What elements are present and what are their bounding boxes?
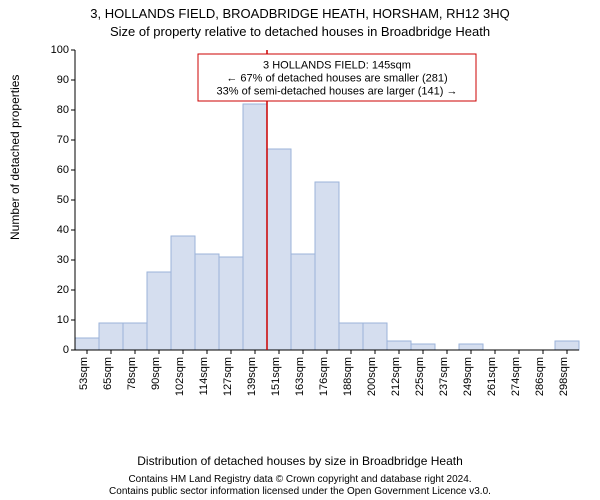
x-tick-label: 151sqm xyxy=(270,357,282,396)
bar xyxy=(195,254,219,350)
copyright-notice: Contains HM Land Registry data © Crown c… xyxy=(0,474,600,498)
x-tick-label: 90sqm xyxy=(150,357,162,390)
x-tick-label: 65sqm xyxy=(102,357,114,390)
x-tick-label: 212sqm xyxy=(390,357,402,396)
chart-title-line1: 3, HOLLANDS FIELD, BROADBRIDGE HEATH, HO… xyxy=(0,6,600,21)
histogram-chart: 0 10 20 30 40 50 60 70 80 90 100 53sqm 65sqm 78sqm 90… xyxy=(45,44,585,404)
bar xyxy=(339,323,363,350)
x-tick-label: 286sqm xyxy=(534,357,546,396)
y-tick-label: 60 xyxy=(57,164,69,176)
y-axis-label: Number of detached properties xyxy=(8,75,22,240)
bar xyxy=(411,344,435,350)
bar xyxy=(75,338,99,350)
x-tick-label: 200sqm xyxy=(366,357,378,396)
bar xyxy=(171,236,195,350)
bar xyxy=(459,344,483,350)
bar xyxy=(555,341,579,350)
x-tick-label: 127sqm xyxy=(222,357,234,396)
bar xyxy=(387,341,411,350)
annotation-line: 3 HOLLANDS FIELD: 145sqm xyxy=(263,59,411,71)
x-tick-label: 102sqm xyxy=(174,357,186,396)
y-tick-label: 100 xyxy=(51,44,69,56)
bar xyxy=(147,272,171,350)
x-tick-label: 298sqm xyxy=(558,357,570,396)
x-tick-label: 78sqm xyxy=(126,357,138,390)
annotation-line: 33% of semi-detached houses are larger (… xyxy=(217,85,458,97)
x-tick-label: 139sqm xyxy=(246,357,258,396)
bar xyxy=(291,254,315,350)
x-tick-label: 225sqm xyxy=(414,357,426,396)
copyright-line2: Contains public sector information licen… xyxy=(109,486,491,497)
y-tick-label: 70 xyxy=(57,134,69,146)
bar xyxy=(315,182,339,350)
y-tick-label: 80 xyxy=(57,104,69,116)
y-tick-label: 50 xyxy=(57,194,69,206)
y-tick-label: 10 xyxy=(57,314,69,326)
x-tick-label: 249sqm xyxy=(462,357,474,396)
x-tick-label: 176sqm xyxy=(318,357,330,396)
bar xyxy=(363,323,387,350)
bar xyxy=(123,323,147,350)
x-tick-label: 188sqm xyxy=(342,357,354,396)
bars-group xyxy=(75,104,579,350)
y-tick-label: 90 xyxy=(57,74,69,86)
annotation-box: 3 HOLLANDS FIELD: 145sqm← 67% of detache… xyxy=(198,54,476,101)
x-axis-label: Distribution of detached houses by size … xyxy=(0,454,600,468)
chart-title-line2: Size of property relative to detached ho… xyxy=(0,24,600,39)
bar xyxy=(219,257,243,350)
x-tick-label: 274sqm xyxy=(510,357,522,396)
y-tick-label: 30 xyxy=(57,254,69,266)
x-tick-label: 163sqm xyxy=(294,357,306,396)
annotation-line: ← 67% of detached houses are smaller (28… xyxy=(226,72,447,84)
y-tick-label: 20 xyxy=(57,284,69,296)
bar xyxy=(99,323,123,350)
x-tick-label: 237sqm xyxy=(438,357,450,396)
x-tick-label: 261sqm xyxy=(486,357,498,396)
bar xyxy=(267,149,291,350)
y-tick-label: 0 xyxy=(63,344,69,356)
x-tick-label: 114sqm xyxy=(198,357,210,395)
x-ticks: 53sqm 65sqm 78sqm 90sqm 102sqm 114sqm 127sqm 13… xyxy=(78,350,570,396)
y-ticks: 0 10 20 30 40 50 60 70 80 90 100 xyxy=(51,44,75,356)
copyright-line1: Contains HM Land Registry data © Crown c… xyxy=(128,474,471,485)
x-tick-label: 53sqm xyxy=(78,357,90,390)
bar xyxy=(243,104,267,350)
y-tick-label: 40 xyxy=(57,224,69,236)
